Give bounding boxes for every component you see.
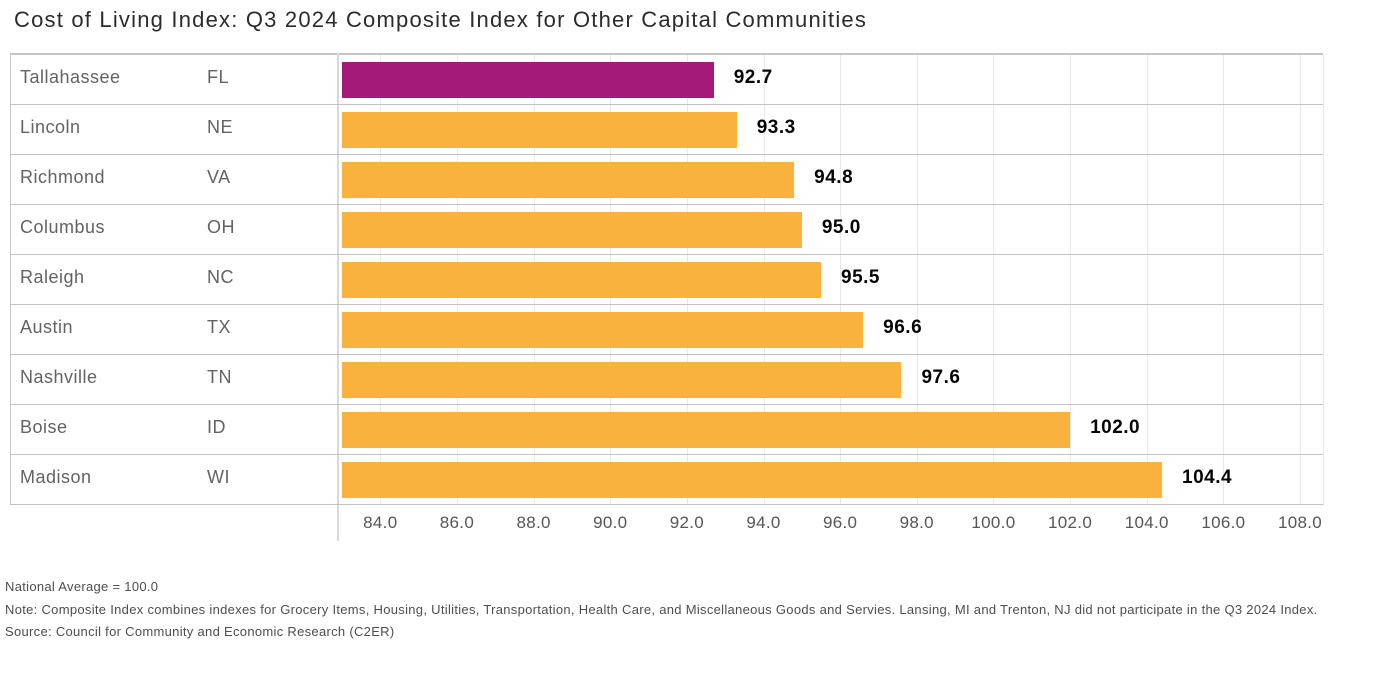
bar — [342, 462, 1163, 498]
x-axis-tick-label: 86.0 — [439, 513, 475, 532]
bar-track: 96.6 — [342, 305, 1323, 355]
city-label: Richmond — [20, 167, 106, 187]
bar-value-label: 97.6 — [921, 367, 961, 388]
chart-row-madison: Madison WI 104.4 — [10, 455, 1323, 505]
bar-track: 104.4 — [342, 455, 1323, 505]
state-label: TX — [207, 317, 232, 337]
vertical-gridline — [840, 55, 842, 505]
vertical-gridline — [1323, 55, 1324, 505]
bar — [342, 412, 1071, 448]
chart-rows: Tallahassee FL 92.7 Lincoln NE 93.3 Richmond VA… — [10, 55, 1323, 505]
bar-value-label: 95.0 — [821, 217, 861, 238]
x-axis-tick-label: 100.0 — [971, 513, 1016, 532]
x-axis-tick-label: 106.0 — [1201, 513, 1246, 532]
city-label: Austin — [20, 317, 74, 337]
vertical-gridline — [1300, 55, 1301, 505]
bar — [342, 162, 795, 198]
bar-value-label: 92.7 — [733, 67, 773, 88]
state-label: OH — [207, 217, 235, 237]
vertical-gridline — [1223, 55, 1225, 505]
chart-row-columbus: Columbus OH 95.0 — [10, 205, 1323, 255]
city-label: Columbus — [20, 217, 106, 237]
bar-value-label: 104.4 — [1182, 467, 1233, 488]
state-label: VA — [207, 167, 231, 187]
x-axis-tick-label: 94.0 — [746, 513, 781, 532]
bar-track: 93.3 — [342, 105, 1323, 155]
bar-track: 97.6 — [342, 355, 1323, 405]
city-label: Nashville — [20, 367, 98, 387]
title-divider-line — [10, 53, 1323, 55]
city-label: Madison — [20, 467, 92, 487]
vertical-gridline — [916, 55, 918, 505]
x-axis-labels: 84.0 86.0 88.0 90.0 92.0 94.0 96.0 98.0 100.0 102… — [342, 513, 1323, 539]
state-label: FL — [207, 67, 230, 87]
bar-value-label: 94.8 — [814, 167, 854, 188]
bar-track: 95.5 — [342, 255, 1323, 305]
bar-track: 94.8 — [342, 155, 1323, 205]
chart-title: Cost of Living Index: Q3 2024 Composite … — [14, 7, 868, 32]
vertical-gridline — [1070, 55, 1072, 505]
national-average-note: National Average = 100.0 — [5, 579, 159, 594]
x-axis-tick-label: 92.0 — [669, 513, 705, 532]
state-label: WI — [207, 467, 230, 487]
chart-row-raleigh: Raleigh NC 95.5 — [10, 255, 1323, 305]
bar-value-label: 95.5 — [841, 267, 880, 288]
chart-row-richmond: Richmond VA 94.8 — [10, 155, 1323, 205]
methodology-note: Note: Composite Index combines indexes f… — [5, 602, 1318, 617]
x-axis-tick-label: 102.0 — [1048, 513, 1093, 532]
city-label: Raleigh — [20, 267, 85, 287]
bar — [342, 312, 864, 348]
chart-row-austin: Austin TX 96.6 — [10, 305, 1323, 355]
x-axis-tick-label: 98.0 — [899, 513, 934, 532]
highlighted-bar — [342, 62, 714, 98]
city-label: Boise — [20, 417, 68, 437]
table-left-border — [10, 53, 11, 505]
bar-track: 102.0 — [342, 405, 1323, 455]
x-axis-tick-label: 90.0 — [593, 513, 628, 532]
footnotes: National Average = 100.0 Note: Composite… — [5, 576, 1389, 643]
bar-track: 95.0 — [342, 205, 1323, 255]
state-label: ID — [207, 417, 226, 437]
x-axis-tick-label: 104.0 — [1124, 513, 1169, 532]
y-axis-line — [337, 53, 339, 541]
chart-row-tallahassee: Tallahassee FL 92.7 — [10, 55, 1323, 105]
chart-row-lincoln: Lincoln NE 93.3 — [10, 105, 1323, 155]
chart-row-boise: Boise ID 102.0 — [10, 405, 1323, 455]
x-axis-tick-label: 84.0 — [363, 513, 398, 532]
x-axis-tick-label: 108.0 — [1277, 513, 1323, 532]
source-note: Source: Council for Community and Econom… — [5, 624, 395, 639]
bar-value-label: 93.3 — [756, 117, 796, 138]
bar — [342, 212, 802, 248]
x-axis-tick-label: 88.0 — [516, 513, 551, 532]
bar-track: 92.7 — [342, 55, 1323, 105]
bar — [342, 112, 737, 148]
city-label: Lincoln — [20, 117, 81, 137]
bar-value-label: 96.6 — [883, 317, 923, 338]
chart-row-nashville: Nashville TN 97.6 — [10, 355, 1323, 405]
vertical-gridline — [993, 55, 995, 505]
bar — [342, 362, 902, 398]
city-label: Tallahassee — [20, 67, 121, 87]
bar — [342, 262, 821, 298]
state-label: NC — [207, 267, 234, 287]
vertical-gridline — [1146, 55, 1148, 505]
state-label: TN — [207, 367, 232, 387]
state-label: NE — [207, 117, 234, 137]
x-axis-tick-label: 96.0 — [823, 513, 858, 532]
bar-value-label: 102.0 — [1090, 417, 1141, 438]
